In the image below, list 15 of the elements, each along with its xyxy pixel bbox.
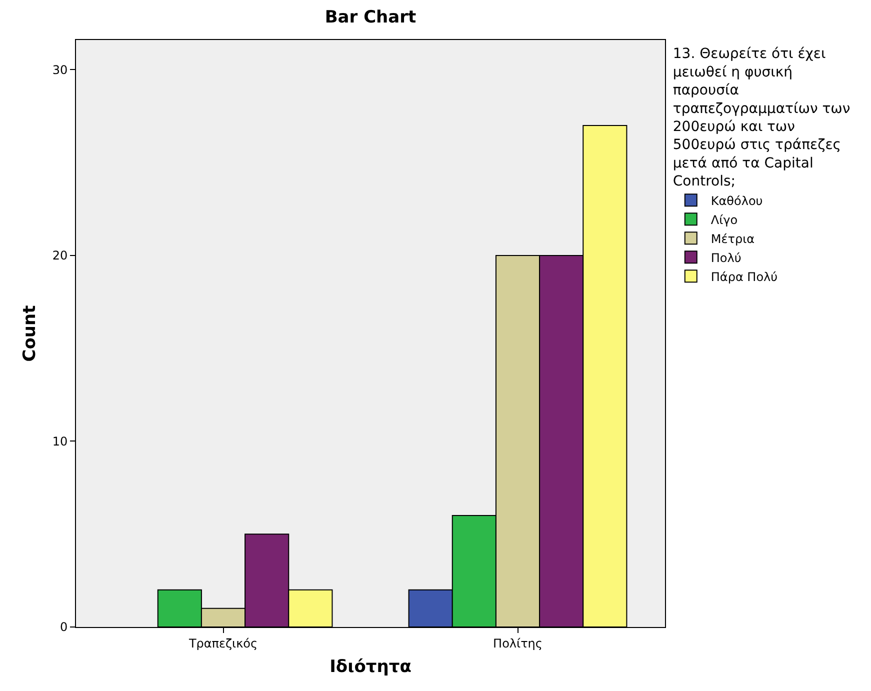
legend-label: Πάρα Πολύ	[710, 270, 778, 284]
y-tick-label: 10	[52, 434, 68, 448]
legend-label: Μέτρια	[710, 232, 755, 246]
y-tick-label: 0	[60, 620, 68, 634]
y-tick-label: 30	[52, 62, 68, 77]
y-tick-label: 20	[52, 248, 68, 263]
legend-title: 13. Θεωρείτε ότι έχει μειωθεί η φυσική παρουσία τραπεζογραμματίων των 200ευρώ και των 500ευρώ στις τράπεζες μετά από τα Capital Controls;	[672, 46, 850, 190]
y-axis-title: Count	[20, 305, 40, 362]
x-axis-title: Ιδιότητα	[330, 656, 412, 677]
x-tick-label: Πολίτης	[493, 636, 542, 650]
legend-label: Καθόλου	[710, 194, 763, 208]
legend-label: Λίγο	[710, 212, 738, 227]
legend-label: Πολύ	[710, 250, 742, 265]
chart-title: Bar Chart	[324, 7, 416, 28]
x-tick-label: Τραπεζικός	[188, 636, 258, 650]
